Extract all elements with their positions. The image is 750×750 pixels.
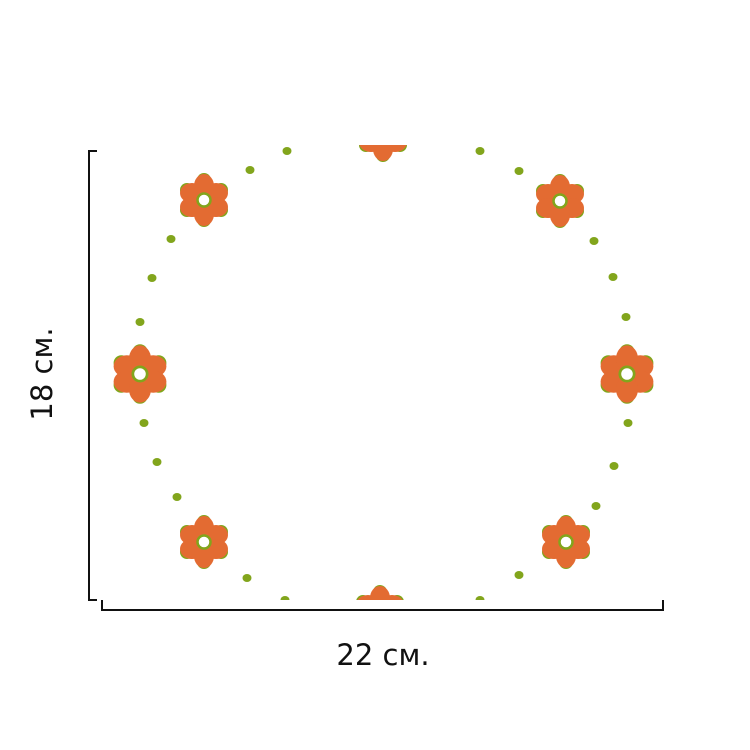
dot-ring xyxy=(135,147,633,600)
width-bracket xyxy=(101,600,664,611)
dot xyxy=(609,462,619,470)
height-label: 18 см. xyxy=(25,327,59,420)
dot xyxy=(514,571,524,579)
dot xyxy=(475,596,485,600)
dot xyxy=(166,235,176,243)
width-label: 22 см. xyxy=(336,638,429,672)
dimension-brackets xyxy=(88,150,664,611)
dot xyxy=(280,596,290,600)
dot xyxy=(242,574,252,582)
dot xyxy=(608,273,618,281)
dot xyxy=(282,147,292,155)
dot xyxy=(152,458,162,466)
dot xyxy=(591,502,601,510)
height-bracket xyxy=(88,150,97,601)
dot xyxy=(475,147,485,155)
dot xyxy=(621,313,631,321)
dot xyxy=(514,167,524,175)
napkin-pattern xyxy=(97,145,668,600)
dot xyxy=(147,274,157,282)
dot xyxy=(135,318,145,326)
dot xyxy=(589,237,599,245)
dot xyxy=(172,493,182,501)
dot xyxy=(139,419,149,427)
dot xyxy=(245,166,255,174)
dot xyxy=(623,419,633,427)
